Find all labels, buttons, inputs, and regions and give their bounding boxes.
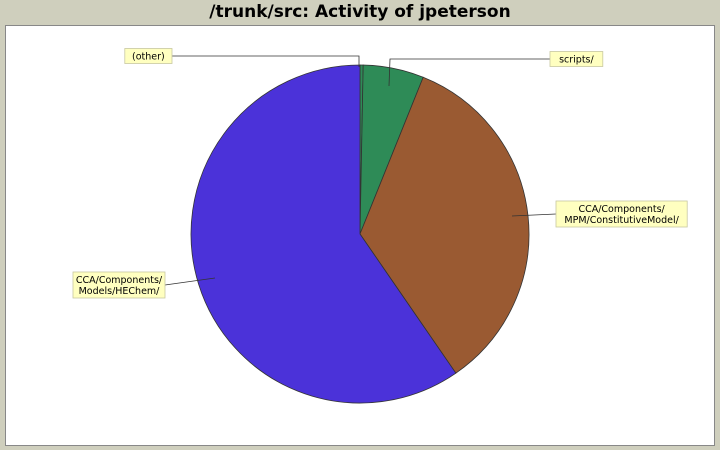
slice-label: scripts/ (388, 51, 604, 87)
chart-title: /trunk/src: Activity of jpeterson (209, 2, 511, 22)
slice-label-text: scripts/ (559, 55, 594, 66)
slice-label-text: CCA/Components/ (76, 275, 163, 286)
slice-label-text: Models/HEChem/ (79, 286, 161, 297)
slice-label-text: MPM/ConstitutiveModel/ (564, 215, 679, 226)
slice-label: CCA/Components/MPM/ConstitutiveModel/ (511, 200, 688, 228)
slice-label-text: CCA/Components/ (578, 204, 665, 215)
slice-label: CCA/Components/Models/HEChem/ (72, 271, 216, 299)
slice-label-text: (other) (132, 52, 165, 63)
slice-label: (other) (124, 48, 360, 67)
pie-slice (190, 64, 457, 404)
